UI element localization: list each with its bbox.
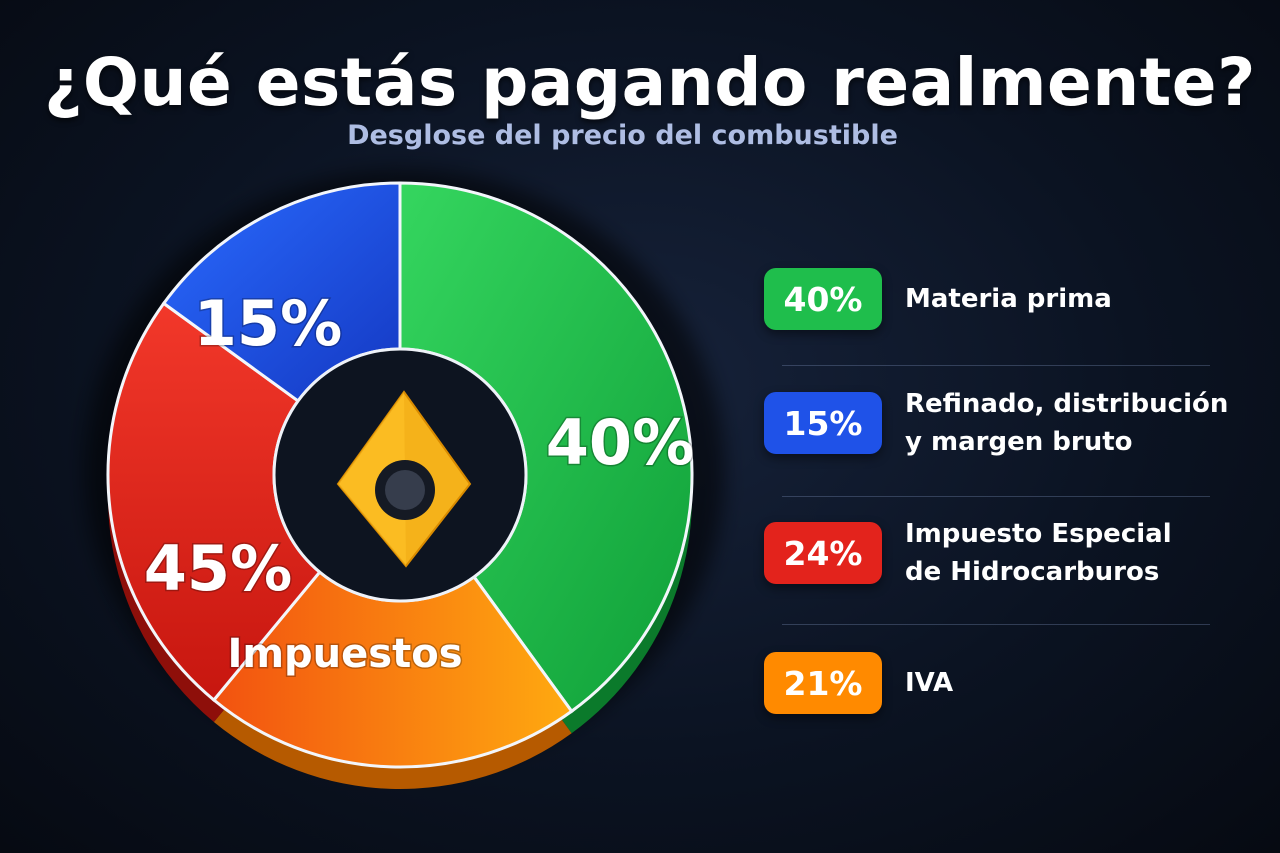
legend-badge: 21% [764,652,882,714]
legend-divider [782,365,1210,366]
legend-item-refinado: 15% Refinado, distribución y margen brut… [762,389,1228,457]
pie-label-40: 40% [546,406,694,479]
legend-divider [782,496,1210,497]
pie-label-15: 15% [194,287,342,360]
legend-label: Materia prima [905,284,1112,314]
legend-item-materia-prima: 40% Materia prima [762,268,1212,332]
legend-item-iva: 21% IVA [762,652,1212,716]
legend-divider [782,624,1210,625]
page-subtitle: Desglose del precio del combustible [347,120,898,151]
fuel-drop-icon [336,390,472,568]
legend-badge: 15% [764,392,882,454]
page-title: ¿Qué estás pagando realmente? [44,44,1256,121]
legend-badge: 40% [764,268,882,330]
pie-label-45: 45% [144,532,292,605]
pie-label-impuestos: Impuestos [227,631,462,677]
legend-label: Impuesto Especial de Hidrocarburos [905,519,1172,587]
legend-label: Refinado, distribución y margen bruto [905,389,1229,457]
legend-item-impuesto-especial: 24% Impuesto Especial de Hidrocarburos [762,519,1212,587]
legend-label: IVA [905,668,954,698]
legend-badge: 24% [764,522,882,584]
